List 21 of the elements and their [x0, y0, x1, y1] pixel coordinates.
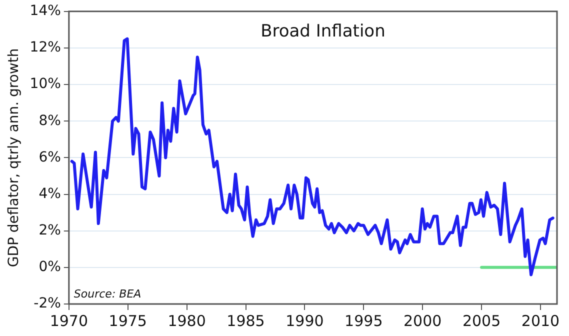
y-tick-label: 12%: [30, 40, 61, 56]
annotation: Source: BEA: [74, 287, 142, 300]
x-tick-label: 2005: [462, 312, 501, 330]
y-tick-label: 0%: [38, 259, 61, 276]
x-tick-label: 2000: [404, 312, 442, 330]
text: Broad Inflation: [260, 21, 386, 42]
x-tick-label: 1975: [108, 312, 147, 330]
y-tick-label: 8%: [38, 112, 61, 129]
x-tick-label: 1995: [344, 312, 383, 330]
x-tick-label: 1970: [50, 312, 88, 330]
y-axis-title: GDP deflator, qtrly ann. growth: [6, 48, 22, 268]
y-tick-label: 4%: [38, 186, 61, 202]
x-tick-label: 1990: [286, 312, 324, 330]
y-tick-label: 10%: [30, 76, 61, 92]
y-tick-label: -2%: [34, 296, 61, 312]
x-tick-label: 2010: [521, 312, 560, 330]
x-tick-label: 1985: [226, 312, 265, 330]
y-tick-label: 2%: [38, 222, 61, 238]
y-tick-label: 6%: [38, 149, 61, 166]
y-tick-label: 14%: [30, 3, 61, 20]
x-tick-label: 1980: [168, 312, 206, 330]
